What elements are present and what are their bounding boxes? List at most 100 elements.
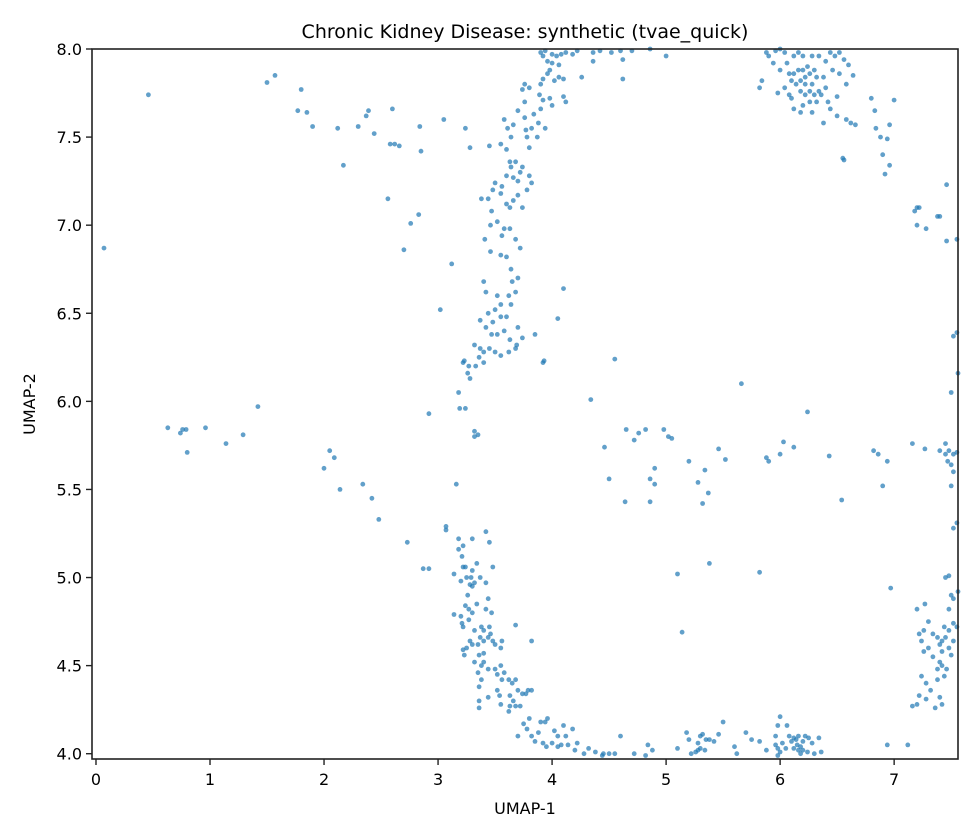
- data-point: [472, 628, 477, 633]
- data-point: [811, 751, 817, 757]
- data-point: [492, 666, 498, 672]
- data-point: [948, 483, 954, 489]
- data-point: [645, 742, 651, 748]
- data-point: [499, 184, 505, 189]
- data-point: [951, 638, 956, 644]
- data-point: [476, 705, 482, 711]
- data-point: [720, 719, 726, 725]
- data-point: [507, 205, 513, 211]
- data-point: [360, 481, 366, 487]
- data-point: [818, 749, 824, 755]
- data-point: [487, 346, 492, 351]
- data-point: [588, 397, 594, 402]
- data-point: [775, 746, 781, 751]
- data-point: [463, 564, 468, 570]
- data-point: [418, 148, 424, 154]
- data-point: [469, 568, 475, 573]
- data-point: [700, 731, 705, 737]
- data-point: [563, 99, 569, 105]
- data-point: [561, 94, 566, 99]
- data-point: [928, 687, 933, 693]
- data-point: [784, 60, 790, 66]
- data-point: [786, 733, 792, 739]
- data-point: [946, 573, 952, 579]
- data-point: [463, 125, 468, 131]
- data-point: [739, 381, 744, 387]
- data-point: [472, 342, 477, 348]
- data-point: [453, 481, 459, 487]
- data-point: [545, 58, 550, 64]
- data-point: [506, 349, 512, 355]
- data-point: [549, 60, 555, 66]
- x-tick-label: 1: [205, 770, 215, 789]
- data-point: [816, 735, 822, 741]
- data-point: [499, 638, 505, 644]
- data-point: [477, 346, 483, 351]
- data-point: [939, 663, 945, 668]
- data-point: [477, 575, 483, 580]
- data-point: [515, 275, 521, 281]
- data-point: [796, 747, 801, 753]
- data-point: [807, 71, 813, 77]
- data-point: [552, 78, 557, 84]
- data-point: [930, 654, 936, 660]
- data-point: [887, 122, 892, 128]
- data-point: [483, 529, 489, 535]
- data-point: [620, 57, 626, 62]
- data-point: [488, 222, 493, 228]
- data-point: [561, 723, 566, 728]
- data-point: [472, 580, 477, 586]
- data-point: [948, 390, 954, 395]
- data-point: [809, 740, 815, 746]
- data-point: [650, 747, 655, 753]
- data-point: [467, 376, 473, 381]
- data-point: [536, 120, 541, 126]
- data-point: [522, 115, 528, 121]
- data-point: [914, 222, 920, 228]
- data-point: [798, 78, 803, 84]
- data-point: [526, 716, 532, 721]
- data-point: [479, 677, 484, 683]
- data-point: [764, 747, 769, 753]
- data-point: [618, 733, 623, 739]
- data-point: [460, 647, 466, 653]
- data-point: [932, 705, 938, 711]
- y-tick-label: 7.5: [57, 128, 82, 147]
- data-point: [612, 356, 618, 362]
- data-point: [526, 173, 532, 179]
- data-point: [337, 487, 343, 492]
- data-point: [331, 455, 337, 461]
- data-point: [888, 585, 894, 591]
- data-point: [371, 131, 377, 137]
- data-point: [547, 67, 553, 73]
- data-point: [508, 266, 514, 272]
- data-point: [489, 208, 494, 214]
- data-point: [459, 620, 465, 626]
- data-point: [466, 606, 472, 612]
- data-point: [800, 103, 806, 108]
- data-point: [520, 335, 525, 341]
- data-point: [501, 670, 507, 676]
- points-layer: [101, 46, 961, 758]
- data-point: [549, 103, 555, 108]
- data-point: [529, 687, 534, 693]
- data-point: [661, 427, 667, 432]
- y-tick-label: 8.0: [57, 40, 82, 59]
- data-point: [853, 122, 858, 128]
- data-point: [523, 127, 529, 133]
- data-point: [766, 53, 772, 59]
- data-point: [327, 448, 333, 454]
- data-point: [921, 628, 927, 633]
- data-point: [800, 67, 806, 73]
- data-point: [798, 751, 803, 757]
- data-point: [555, 316, 561, 321]
- data-point: [255, 404, 261, 409]
- data-point: [485, 694, 491, 700]
- data-point: [922, 601, 928, 607]
- data-point: [946, 448, 952, 454]
- data-point: [914, 606, 920, 612]
- data-point: [891, 97, 897, 103]
- data-point: [923, 696, 929, 702]
- data-point: [515, 325, 521, 330]
- data-point: [951, 469, 956, 475]
